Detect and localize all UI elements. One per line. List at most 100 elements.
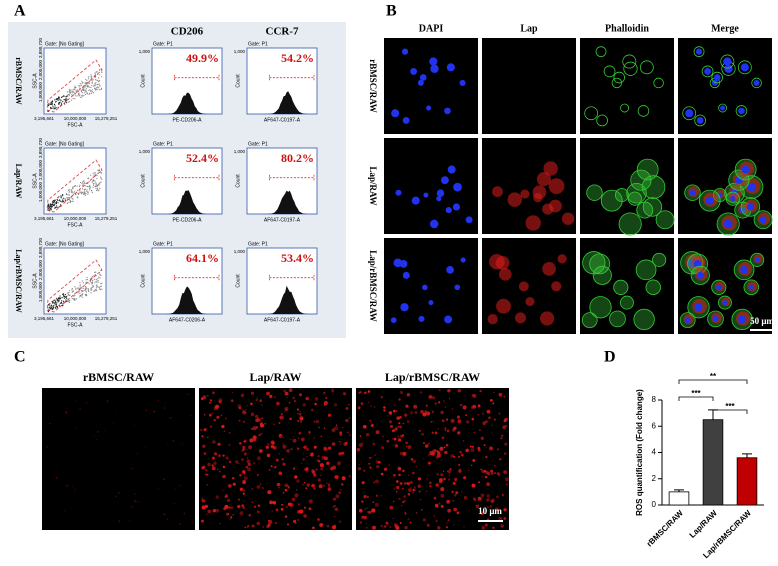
- event-dot: [69, 200, 71, 202]
- ros-dot: [283, 389, 287, 393]
- event-dot: [51, 302, 54, 304]
- ros-dot: [266, 453, 271, 458]
- ros-dot: [427, 454, 430, 457]
- nucleus: [395, 189, 402, 196]
- nucleus: [452, 203, 460, 211]
- event-dot: [85, 91, 87, 93]
- ros-dot: [328, 483, 330, 486]
- ros-dot: [471, 483, 476, 488]
- event-dot: [96, 285, 98, 287]
- event-dot: [80, 295, 82, 297]
- event-dot: [97, 277, 99, 279]
- ros-dot: [398, 422, 401, 425]
- panel-label: D: [604, 349, 616, 366]
- event-dot: [49, 209, 51, 211]
- event-dot: [92, 280, 94, 282]
- event-dot: [81, 88, 83, 90]
- event-dot: [69, 294, 71, 297]
- event-dot: [72, 198, 74, 200]
- ros-dot: [492, 526, 495, 529]
- ros-dot: [266, 524, 270, 529]
- event-dot: [77, 292, 79, 294]
- ros-dot: [218, 400, 222, 404]
- ros-dot: [505, 483, 508, 486]
- ros-dot: [452, 500, 455, 502]
- event-dot: [86, 84, 88, 86]
- column-header: CCR-7: [266, 26, 299, 38]
- event-dot: [65, 294, 67, 296]
- ros-dot: [334, 475, 339, 479]
- ros-dot: [362, 442, 364, 444]
- event-dot: [77, 196, 79, 198]
- ros-dot: [334, 507, 339, 511]
- ros-dot: [364, 391, 367, 395]
- lap-signal: [543, 161, 558, 176]
- ros-dot: [392, 518, 394, 519]
- ros-dot: [46, 446, 48, 448]
- ros-dot: [338, 520, 342, 523]
- ros-dot: [201, 435, 204, 438]
- ros-dot: [221, 424, 225, 429]
- event-dot: [51, 308, 54, 310]
- ros-dot: [305, 487, 308, 490]
- ros-dot: [477, 446, 481, 450]
- ros-dot: [491, 403, 493, 405]
- ros-dot: [383, 467, 388, 471]
- event-dot: [77, 90, 79, 92]
- y-tick-label: 6: [652, 421, 657, 430]
- y-axis-label: Count: [140, 274, 146, 288]
- event-dot: [90, 75, 93, 78]
- event-dot: [64, 200, 66, 202]
- event-dot: [54, 307, 57, 309]
- event-dot: [90, 174, 92, 176]
- ros-dot: [498, 412, 501, 415]
- ros-dot: [426, 411, 431, 416]
- event-dot: [70, 189, 73, 191]
- actin: [735, 105, 748, 117]
- gate-label: Gate: P1: [153, 241, 173, 247]
- ros-dot: [494, 472, 497, 475]
- event-dot: [53, 305, 55, 307]
- event-dot: [58, 101, 60, 104]
- y-tick-label: 1,000,000: [38, 181, 43, 202]
- ros-dot: [290, 438, 292, 440]
- event-dot: [80, 286, 82, 288]
- ros-dot: [374, 406, 376, 408]
- ros-dot: [250, 402, 253, 406]
- ros-dot: [287, 523, 289, 526]
- ros-dot: [118, 520, 121, 522]
- lap-signal: [561, 212, 575, 226]
- ros-dot: [347, 431, 349, 433]
- event-dot: [73, 193, 75, 195]
- significance-label: **: [710, 372, 717, 381]
- event-dot: [51, 104, 53, 106]
- event-dot: [80, 91, 83, 93]
- ros-dot: [313, 473, 317, 477]
- ros-dot: [440, 473, 444, 477]
- ros-dot: [334, 524, 336, 526]
- ros-dot: [441, 419, 445, 423]
- ros-dot: [297, 437, 299, 439]
- nucleus: [684, 317, 691, 324]
- event-dot: [79, 191, 81, 193]
- ros-dot: [421, 509, 423, 511]
- ros-dot: [486, 482, 490, 487]
- event-dot: [84, 191, 86, 193]
- event-dot: [58, 97, 60, 99]
- ros-dot: [434, 402, 437, 405]
- ros-dot: [271, 510, 274, 512]
- ros-dot: [212, 440, 216, 444]
- x-tick-label: Lap/RAW: [688, 508, 720, 540]
- ros-dot: [293, 399, 297, 403]
- ros-dot: [250, 412, 255, 417]
- ros-dot: [104, 429, 107, 431]
- ros-dot: [489, 399, 493, 402]
- y-tick-label: 1,000: [234, 49, 246, 54]
- ros-dot: [341, 476, 346, 481]
- ros-dot: [444, 427, 447, 430]
- lap-signal: [498, 267, 512, 281]
- ros-dot: [397, 435, 400, 437]
- ros-dot: [157, 400, 159, 402]
- actin: [636, 158, 659, 181]
- ros-dot: [436, 453, 441, 458]
